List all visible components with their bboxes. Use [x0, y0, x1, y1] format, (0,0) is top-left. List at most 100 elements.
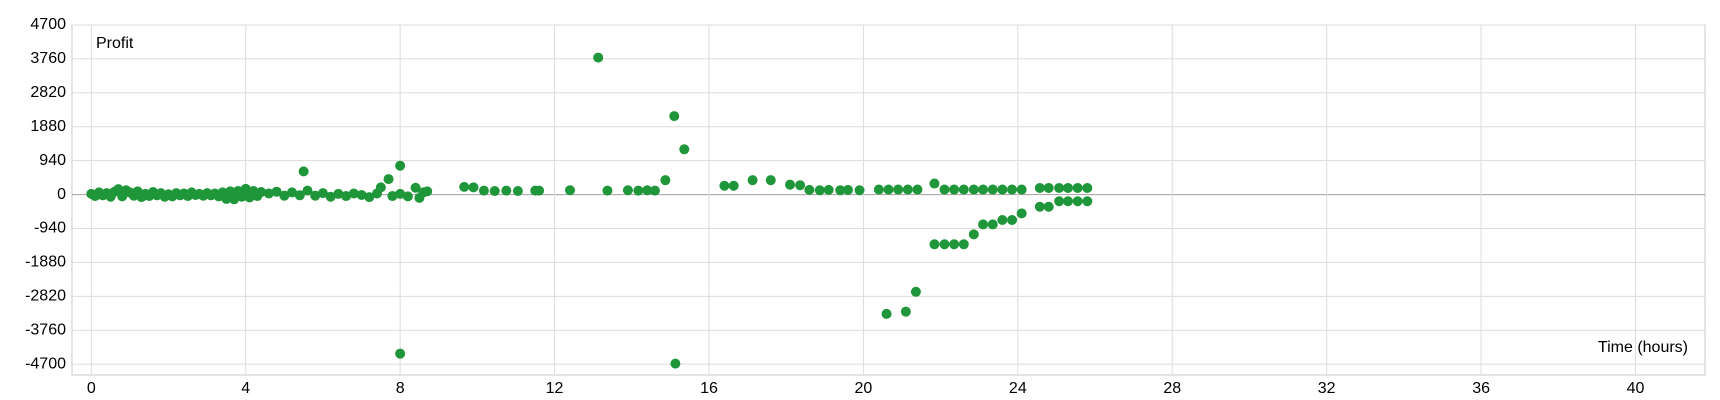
y-tick-label: 1880 [30, 118, 66, 135]
point [873, 184, 884, 195]
point [395, 348, 406, 359]
point [236, 191, 247, 202]
point [229, 194, 240, 205]
point [939, 239, 950, 250]
point [459, 181, 470, 192]
point [501, 185, 512, 196]
point [375, 182, 386, 193]
y-tick-label: -940 [34, 220, 66, 237]
point [912, 184, 923, 195]
point [1054, 182, 1065, 193]
point [1072, 182, 1083, 193]
x-tick-label: 28 [1163, 380, 1181, 397]
point [823, 184, 834, 195]
y-tick-label: -1880 [25, 254, 66, 271]
point [910, 286, 921, 297]
y-tick-label: 2820 [30, 84, 66, 101]
x-tick-label: 4 [241, 380, 250, 397]
point [1016, 184, 1027, 195]
x-axis-label: Time (hours) [1598, 339, 1688, 356]
y-tick-label: -3760 [25, 321, 66, 338]
point [364, 192, 375, 203]
point [765, 175, 776, 186]
point [1043, 182, 1054, 193]
x-tick-label: 12 [546, 380, 564, 397]
point [881, 308, 892, 319]
x-tick-label: 32 [1318, 380, 1336, 397]
point [602, 185, 613, 196]
x-tick-label: 24 [1009, 380, 1027, 397]
point [333, 188, 344, 199]
point [958, 184, 969, 195]
point [814, 185, 825, 196]
point [310, 190, 321, 201]
point [489, 185, 500, 196]
y-tick-label: 0 [57, 186, 66, 203]
point [997, 184, 1008, 195]
point [422, 186, 433, 197]
point [387, 191, 398, 202]
point [410, 182, 421, 193]
point [747, 175, 758, 186]
point [929, 239, 940, 250]
point [468, 182, 479, 193]
point [341, 191, 352, 202]
point [978, 184, 989, 195]
point [402, 191, 413, 202]
point [1034, 201, 1045, 212]
point [1082, 182, 1093, 193]
point [383, 174, 394, 185]
point [719, 180, 730, 191]
point [669, 111, 680, 122]
point [478, 185, 489, 196]
point [893, 184, 904, 195]
y-tick-label: 3760 [30, 50, 66, 67]
point [795, 180, 806, 191]
point [348, 188, 359, 199]
point [1054, 196, 1065, 207]
point [256, 187, 267, 198]
point [660, 175, 671, 186]
point [1007, 214, 1018, 225]
point [512, 185, 523, 196]
point [271, 186, 282, 197]
point [395, 160, 406, 171]
point [1007, 184, 1018, 195]
point [298, 166, 309, 177]
point [225, 186, 236, 197]
point [958, 239, 969, 250]
point [854, 185, 865, 196]
point [939, 184, 950, 195]
point [1043, 201, 1054, 212]
point [900, 306, 911, 317]
point [395, 188, 406, 199]
point [294, 190, 305, 201]
point [1016, 208, 1027, 219]
point [279, 190, 290, 201]
point [1034, 182, 1045, 193]
point [642, 185, 653, 196]
point [1063, 196, 1074, 207]
point [325, 191, 336, 202]
x-tick-label: 16 [700, 380, 718, 397]
point [649, 185, 660, 196]
point [679, 144, 690, 155]
point [978, 219, 989, 230]
point [842, 184, 853, 195]
point [622, 185, 633, 196]
point [785, 179, 796, 190]
x-tick-label: 0 [87, 380, 96, 397]
point [1063, 182, 1074, 193]
point [534, 185, 545, 196]
point [317, 188, 328, 199]
point [302, 185, 313, 196]
point [1082, 196, 1093, 207]
point [997, 214, 1008, 225]
y-axis-label: Profit [96, 35, 134, 52]
point [929, 178, 940, 189]
x-tick-label: 36 [1472, 380, 1490, 397]
point [804, 184, 815, 195]
point [949, 239, 960, 250]
point [987, 184, 998, 195]
point [593, 52, 604, 63]
